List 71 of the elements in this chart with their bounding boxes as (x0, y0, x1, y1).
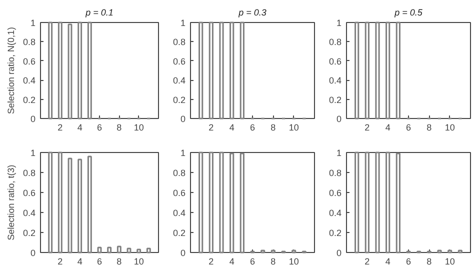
chart-title: p = 0.5 (394, 8, 424, 18)
y-tick-label: 0.2 (172, 94, 186, 105)
y-tick-label: 0.2 (172, 228, 186, 238)
y-tick-label: 0.4 (22, 208, 36, 218)
x-tick-label: 10 (288, 122, 299, 132)
x-tick-label: 6 (406, 122, 412, 132)
y-tick-label: 0.2 (328, 228, 342, 238)
x-tick-label: 10 (134, 122, 144, 132)
y-tick-label: 0.6 (22, 188, 36, 198)
y-tick-label: 0.4 (172, 208, 186, 218)
y-tick-label: 1 (30, 148, 36, 158)
x-tick-label: 8 (116, 256, 122, 266)
y-tick-label: 0.6 (328, 188, 342, 198)
y-tick-label: 0.4 (328, 76, 342, 86)
y-tick-label: 0.6 (328, 56, 342, 66)
y-tick-label: 1 (336, 18, 342, 28)
x-tick-label: 10 (444, 122, 455, 132)
y-tick-label: 0.4 (328, 208, 342, 218)
x-tick-label: 10 (288, 256, 299, 266)
y-tick-label: 0.6 (22, 56, 36, 66)
x-tick-label: 2 (208, 122, 214, 132)
x-tick-label: 6 (96, 256, 102, 266)
y-tick-label: 0.2 (22, 228, 36, 238)
y-tick-label: 0.4 (172, 76, 186, 86)
y-tick-label: 0 (180, 248, 186, 258)
y-tick-label: 0 (336, 248, 342, 258)
x-tick-label: 2 (364, 122, 370, 132)
x-tick-label: 2 (58, 256, 63, 266)
y-tick-label: 0.8 (172, 37, 186, 48)
x-tick-label: 4 (77, 122, 82, 132)
y-axis-title: Selection ratio, N(0,1) (6, 26, 16, 114)
y-tick-label: 1 (336, 148, 342, 158)
y-tick-label: 1 (180, 18, 186, 28)
x-tick-label: 4 (385, 256, 390, 266)
x-tick-label: 8 (426, 122, 432, 132)
y-tick-label: 1 (180, 148, 186, 158)
y-tick-label: 0.8 (172, 168, 186, 178)
x-tick-label: 8 (116, 122, 122, 132)
y-tick-label: 0.4 (22, 76, 36, 86)
x-tick-label: 6 (250, 122, 256, 132)
x-tick-label: 10 (444, 256, 455, 266)
x-tick-label: 4 (229, 256, 234, 266)
y-tick-label: 0.8 (328, 37, 342, 48)
x-tick-label: 2 (208, 256, 214, 266)
y-tick-label: 0.6 (172, 188, 186, 198)
x-tick-label: 4 (77, 256, 82, 266)
x-tick-label: 8 (270, 122, 276, 132)
y-tick-label: 0.2 (22, 94, 36, 105)
x-tick-label: 2 (364, 256, 370, 266)
x-tick-label: 8 (270, 256, 276, 266)
y-tick-label: 0.8 (328, 168, 342, 178)
x-tick-label: 10 (134, 256, 144, 266)
x-tick-label: 2 (58, 122, 63, 132)
x-tick-label: 6 (96, 122, 102, 132)
y-tick-label: 0 (30, 248, 36, 258)
y-tick-label: 0.6 (172, 56, 186, 66)
y-tick-label: 0 (30, 114, 36, 124)
y-tick-label: 0 (336, 114, 342, 124)
y-tick-label: 0.2 (328, 94, 342, 105)
y-axis-title: Selection ratio, t(3) (6, 164, 16, 240)
y-tick-label: 0.8 (22, 37, 36, 48)
y-tick-label: 1 (30, 18, 36, 28)
x-tick-label: 4 (229, 122, 234, 132)
chart-title: p = 0.1 (84, 8, 114, 18)
chart-title: p = 0.3 (238, 8, 266, 18)
y-tick-label: 0 (180, 114, 186, 124)
x-tick-label: 6 (250, 256, 256, 266)
y-tick-label: 0.8 (22, 168, 36, 178)
x-tick-label: 8 (426, 256, 432, 266)
x-tick-label: 6 (406, 256, 412, 266)
x-tick-label: 4 (385, 122, 390, 132)
